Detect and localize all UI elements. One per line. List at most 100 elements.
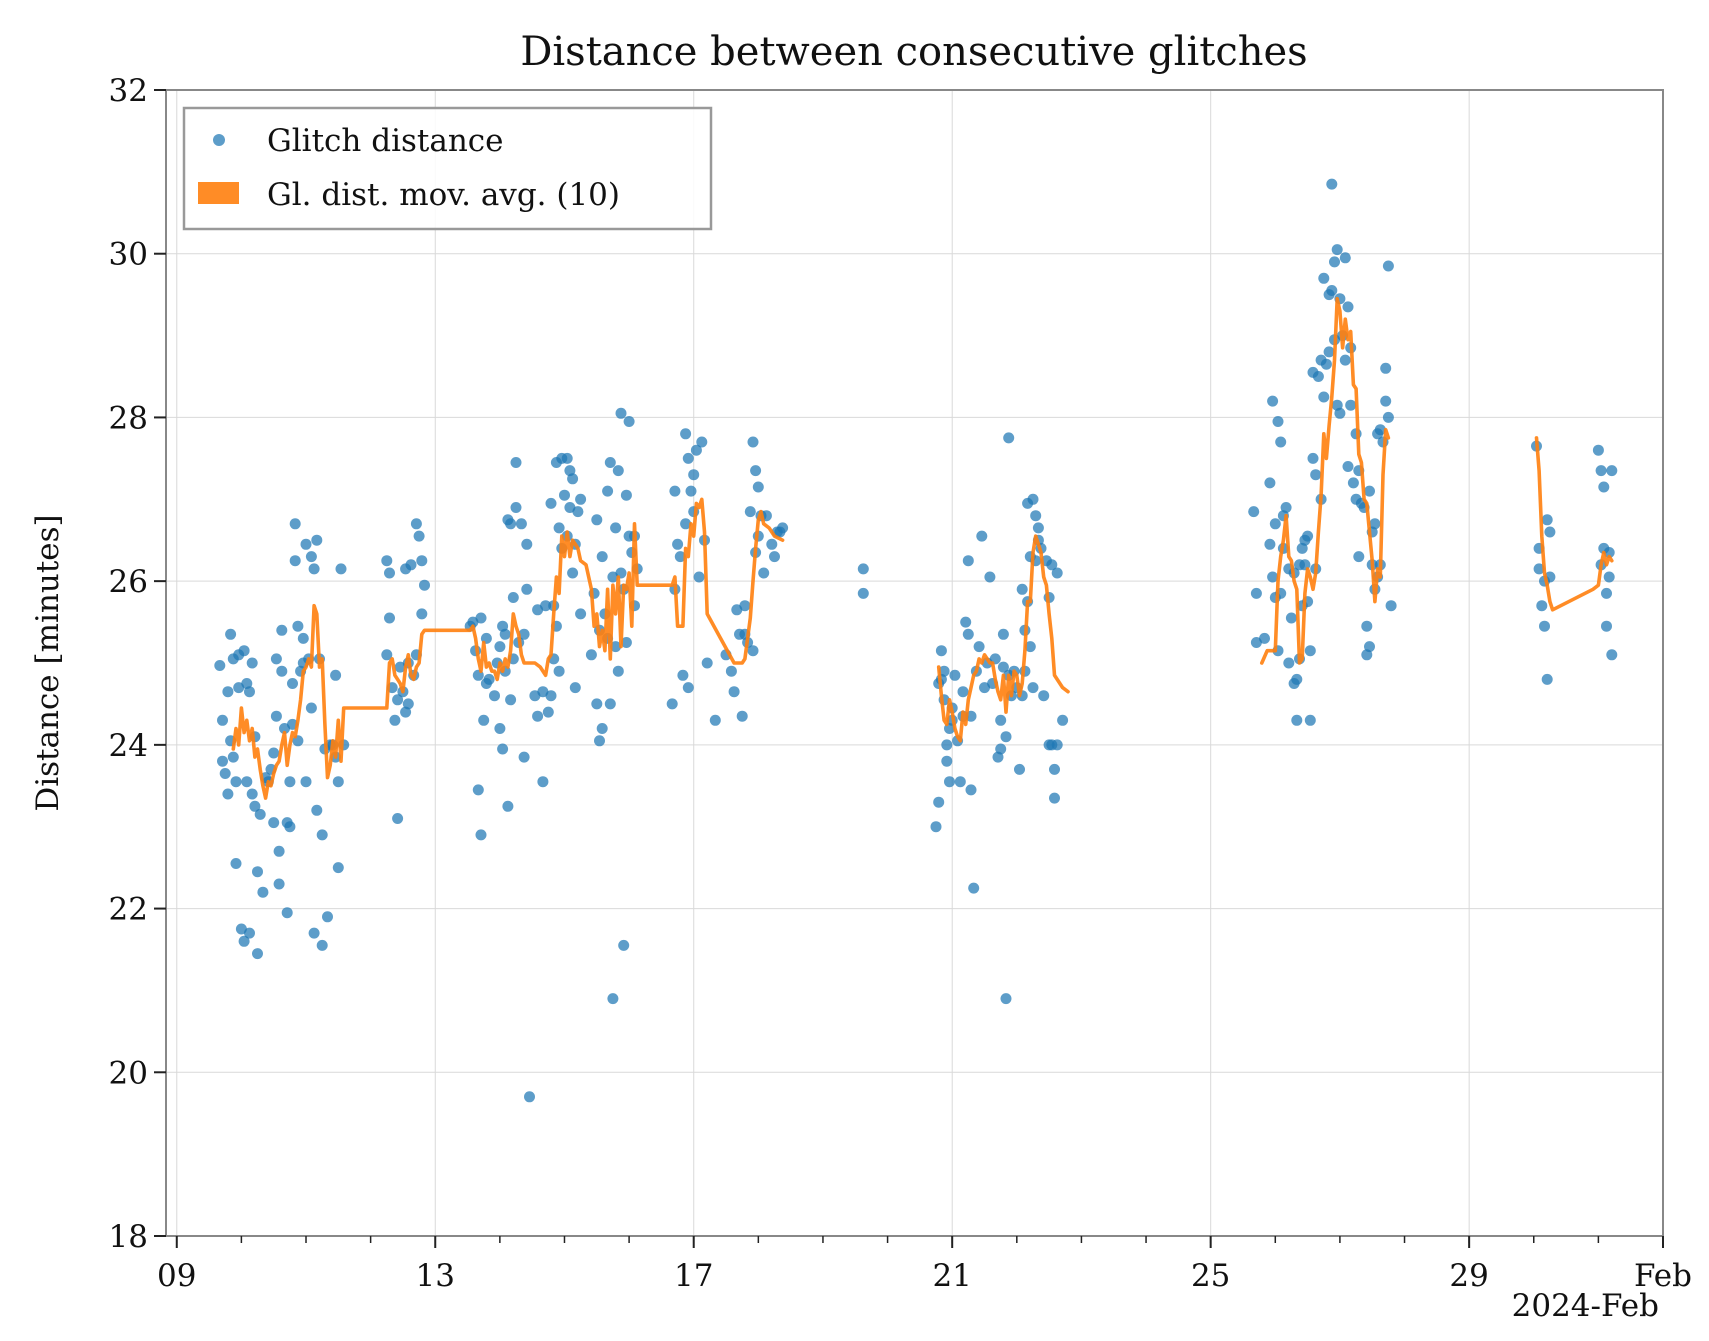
chart-title: Distance between consecutive glitches <box>520 29 1307 75</box>
data-point <box>289 555 301 567</box>
data-point <box>330 669 342 681</box>
data-point <box>685 485 697 497</box>
x-tick-label: 29 <box>1449 1258 1488 1294</box>
data-point <box>241 776 253 788</box>
data-point <box>1318 272 1330 284</box>
data-point <box>1027 493 1039 505</box>
data-point <box>941 739 953 751</box>
data-point <box>1057 714 1069 726</box>
data-point <box>604 457 616 468</box>
data-point <box>316 829 328 841</box>
data-point <box>1603 571 1615 583</box>
data-point <box>728 686 740 698</box>
data-point <box>1275 436 1287 448</box>
data-point <box>758 567 770 579</box>
data-point <box>696 436 708 448</box>
data-point <box>1049 763 1060 775</box>
data-point <box>674 551 686 563</box>
data-point <box>938 665 950 677</box>
data-point <box>725 665 737 677</box>
data-point <box>575 493 587 505</box>
legend-marker-scatter <box>213 134 225 146</box>
data-point <box>273 845 285 857</box>
data-point <box>254 808 266 820</box>
data-point <box>1250 637 1262 648</box>
data-point <box>419 579 430 591</box>
data-point <box>413 530 425 542</box>
y-tick-label: 26 <box>109 564 148 600</box>
y-tick-label: 30 <box>109 237 148 273</box>
data-point <box>1334 407 1346 419</box>
legend-marker-line <box>198 182 239 204</box>
data-point <box>252 866 263 878</box>
data-point <box>499 628 511 640</box>
data-point <box>1374 424 1386 436</box>
data-point <box>410 518 422 530</box>
data-point <box>567 473 579 485</box>
data-point <box>489 690 500 702</box>
data-point <box>596 551 608 563</box>
data-point <box>1364 485 1375 497</box>
y-tick-label: 24 <box>109 728 148 764</box>
data-point <box>1326 178 1338 190</box>
data-point <box>332 776 344 788</box>
data-point <box>1544 526 1556 538</box>
data-point <box>281 907 293 919</box>
data-point <box>257 886 269 898</box>
data-point <box>389 714 401 726</box>
data-point <box>332 862 344 874</box>
data-point <box>392 813 404 824</box>
data-point <box>575 608 587 620</box>
data-point <box>1051 567 1063 579</box>
data-point <box>284 821 296 833</box>
data-point <box>935 645 947 657</box>
data-point <box>518 751 530 763</box>
data-point <box>311 534 323 546</box>
data-point <box>335 563 347 575</box>
data-point <box>467 616 479 628</box>
data-point <box>682 452 694 464</box>
data-point <box>1304 645 1316 657</box>
data-point <box>545 497 557 509</box>
data-point <box>316 939 328 951</box>
data-point <box>680 518 692 530</box>
legend-label-scatter: Glitch distance <box>267 123 504 159</box>
data-point <box>747 645 759 657</box>
data-point <box>219 768 231 779</box>
data-point <box>1264 477 1276 489</box>
x-tick-label: Feb <box>1634 1258 1692 1294</box>
x-axis: 09 13 17 21 25 29 Feb <box>157 1236 1692 1294</box>
data-point <box>1014 763 1025 775</box>
data-point <box>610 641 622 653</box>
data-point <box>1320 358 1332 370</box>
data-point <box>1382 260 1394 272</box>
data-point <box>1003 432 1015 444</box>
data-point <box>230 858 242 869</box>
data-point <box>478 714 490 726</box>
data-point <box>1046 559 1058 571</box>
data-point <box>381 555 393 567</box>
data-point <box>596 723 608 734</box>
data-point <box>1283 657 1295 669</box>
data-point <box>1382 411 1394 423</box>
data-point <box>270 653 282 665</box>
data-point <box>744 506 756 518</box>
data-point <box>1606 649 1618 661</box>
data-point <box>537 776 549 788</box>
data-point <box>1291 673 1303 685</box>
data-point <box>995 714 1007 726</box>
data-point <box>1345 399 1357 411</box>
data-point <box>672 538 684 550</box>
data-point <box>1541 673 1553 685</box>
data-point <box>777 522 789 534</box>
data-point <box>238 645 250 657</box>
data-point <box>518 628 530 640</box>
data-point <box>968 882 980 894</box>
data-point <box>270 710 282 722</box>
data-point <box>604 698 616 710</box>
data-point <box>553 665 565 677</box>
data-point <box>1369 518 1381 530</box>
data-point <box>1539 620 1550 632</box>
data-point <box>497 743 509 755</box>
data-point <box>384 567 395 579</box>
